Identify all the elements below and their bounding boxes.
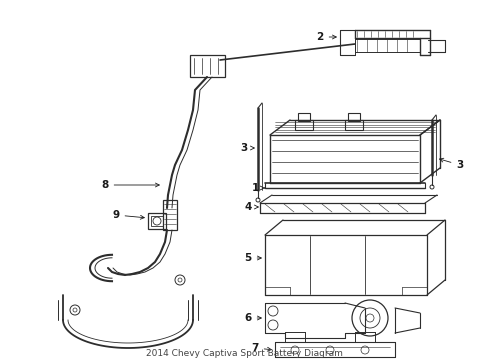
Text: 5: 5 — [244, 253, 261, 263]
Text: 9: 9 — [112, 210, 144, 220]
Bar — [345, 120, 362, 130]
Bar — [151, 216, 163, 226]
Text: 3: 3 — [240, 143, 254, 153]
Bar — [347, 113, 359, 121]
Bar — [190, 55, 224, 77]
Text: 4: 4 — [244, 202, 258, 212]
Bar — [297, 113, 309, 121]
Bar — [148, 213, 165, 229]
Text: 2: 2 — [316, 32, 336, 42]
Text: 6: 6 — [244, 313, 261, 323]
Text: 3: 3 — [439, 158, 463, 170]
Text: 1: 1 — [251, 183, 264, 193]
Text: 2014 Chevy Captiva Sport Battery Diagram: 2014 Chevy Captiva Sport Battery Diagram — [145, 349, 342, 358]
Text: 8: 8 — [101, 180, 159, 190]
Bar — [163, 200, 177, 230]
Text: 7: 7 — [251, 343, 271, 353]
Bar — [294, 120, 312, 130]
